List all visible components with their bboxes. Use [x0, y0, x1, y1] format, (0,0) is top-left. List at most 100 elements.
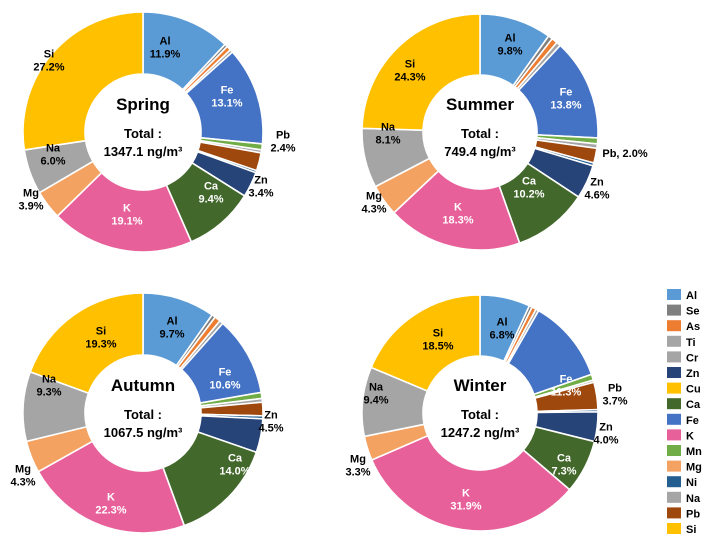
slice-label-fe: 13.8%: [550, 100, 581, 112]
legend-label-zn: Zn: [686, 368, 700, 380]
legend-label-mg: Mg: [686, 462, 702, 474]
slice-label-si: 27.2%: [33, 62, 64, 74]
slice-si: [370, 294, 481, 393]
legend-label-al: Al: [686, 290, 697, 302]
slice-label-mg: Mg: [350, 454, 366, 466]
total-label: Total :: [124, 126, 162, 141]
legend-swatch-ca: [667, 398, 681, 410]
slice-label-fe: Fe: [560, 87, 573, 99]
slice-label-zn: 4.5%: [258, 423, 283, 435]
slice-label-na: 8.1%: [375, 135, 400, 147]
total-value: 1347.1 ng/m³: [104, 144, 183, 159]
slice-label-zn: 4.0%: [593, 435, 618, 447]
total-value: 1247.2 ng/m³: [441, 425, 520, 440]
slice-label-na: Na: [369, 382, 384, 394]
slice-label-zn: Zn: [254, 175, 268, 187]
legend: Al Se As Ti Cr Zn Cu Ca Fe K Mn Mg Ni Na Pb Si: [667, 289, 702, 536]
slice-label-na: 6.0%: [40, 156, 65, 168]
slice-label-si: 19.3%: [85, 339, 116, 351]
legend-swatch-k: [667, 429, 681, 441]
slice-label-k: K: [107, 492, 115, 504]
legend-swatch-cu: [667, 382, 681, 394]
legend-label-na: Na: [686, 493, 701, 505]
legend-label-ti: Ti: [686, 337, 696, 349]
slice-label-zn: Zn: [599, 422, 613, 434]
total-label: Total :: [124, 407, 162, 422]
slice-label-pb: 3.7%: [602, 396, 627, 408]
legend-swatch-mn: [667, 445, 681, 456]
legend-label-ca: Ca: [686, 399, 701, 411]
legend-swatch-pb: [667, 507, 681, 519]
slice-label-al: 6.8%: [489, 330, 514, 342]
slice-label-k: K: [462, 488, 470, 500]
legend-label-k: K: [686, 430, 694, 442]
slice-label-ca: Ca: [228, 453, 243, 465]
slice-label-na: Na: [46, 143, 61, 155]
slice-label-si: Si: [433, 328, 443, 340]
slice-label-ca: 9.4%: [198, 194, 223, 206]
legend-swatch-ni: [667, 476, 681, 488]
slice-label-mg: 3.9%: [18, 201, 43, 213]
season-title: Summer: [446, 95, 514, 114]
slice-label-si: 24.3%: [394, 72, 425, 84]
legend-swatch-al: [667, 289, 681, 300]
total-label: Total :: [461, 126, 499, 141]
legend-label-cu: Cu: [686, 384, 701, 396]
slice-label-ca: Ca: [557, 453, 572, 465]
slice-label-al: 9.7%: [159, 329, 184, 341]
slice-label-si: 18.5%: [422, 341, 453, 353]
slice-label-k: 19.1%: [111, 216, 142, 228]
slice-k: [37, 440, 186, 534]
slice-label-fe: Fe: [221, 85, 234, 97]
slice-label-k: 18.3%: [442, 215, 473, 227]
slice-label-mg: Mg: [23, 188, 39, 200]
total-value: 749.4 ng/m³: [444, 144, 516, 159]
legend-label-se: Se: [686, 306, 699, 318]
legend-label-cr: Cr: [686, 352, 699, 364]
legend-swatch-ti: [667, 335, 681, 347]
slice-label-al: 9.8%: [497, 46, 522, 58]
slice-label-fe: Fe: [560, 374, 573, 386]
slice-label-fe: 10.6%: [209, 380, 240, 392]
slice-label-al: Al: [497, 317, 508, 329]
slice-label-pb: Pb: [608, 383, 622, 395]
season-title: Winter: [454, 376, 507, 395]
slice-label-fe: 13.1%: [211, 98, 242, 110]
slice-label-ca: Ca: [204, 181, 219, 193]
slice-label-mg: 3.3%: [345, 467, 370, 479]
slice-label-na: 9.3%: [36, 387, 61, 399]
slice-label-mg: 4.3%: [361, 204, 386, 216]
slice-label-ca: 10.2%: [513, 189, 544, 201]
slice-label-al: Al: [505, 33, 516, 45]
slice-label-zn: 3.4%: [248, 188, 273, 200]
legend-label-as: As: [686, 321, 700, 333]
slice-label-na: Na: [381, 122, 396, 134]
slice-label-pb: Pb: [276, 130, 290, 142]
slice-k: [392, 169, 521, 251]
legend-swatch-zn: [667, 367, 681, 378]
slice-label-fe: 11.3%: [551, 387, 582, 399]
legend-label-fe: Fe: [686, 415, 699, 427]
slice-label-k: 22.3%: [95, 505, 126, 517]
legend-swatch-cr: [667, 351, 681, 363]
legend-swatch-fe: [667, 413, 681, 425]
slice-label-mg: Mg: [15, 464, 31, 476]
slice-label-na: Na: [42, 374, 57, 386]
slice-k: [370, 434, 571, 532]
slice-si: [361, 13, 481, 132]
slice-label-k: K: [123, 203, 131, 215]
legend-swatch-as: [667, 320, 681, 332]
slice-label-fe: Fe: [219, 367, 232, 379]
season-title: Autumn: [111, 376, 175, 395]
total-value: 1067.5 ng/m³: [104, 425, 183, 440]
slice-label-ca: 7.3%: [551, 466, 576, 478]
total-label: Total :: [461, 407, 499, 422]
legend-swatch-se: [667, 304, 681, 316]
slice-label-al: 11.9%: [150, 49, 181, 61]
legend-label-pb: Pb: [686, 508, 700, 520]
slice-label-al: Al: [167, 316, 178, 328]
